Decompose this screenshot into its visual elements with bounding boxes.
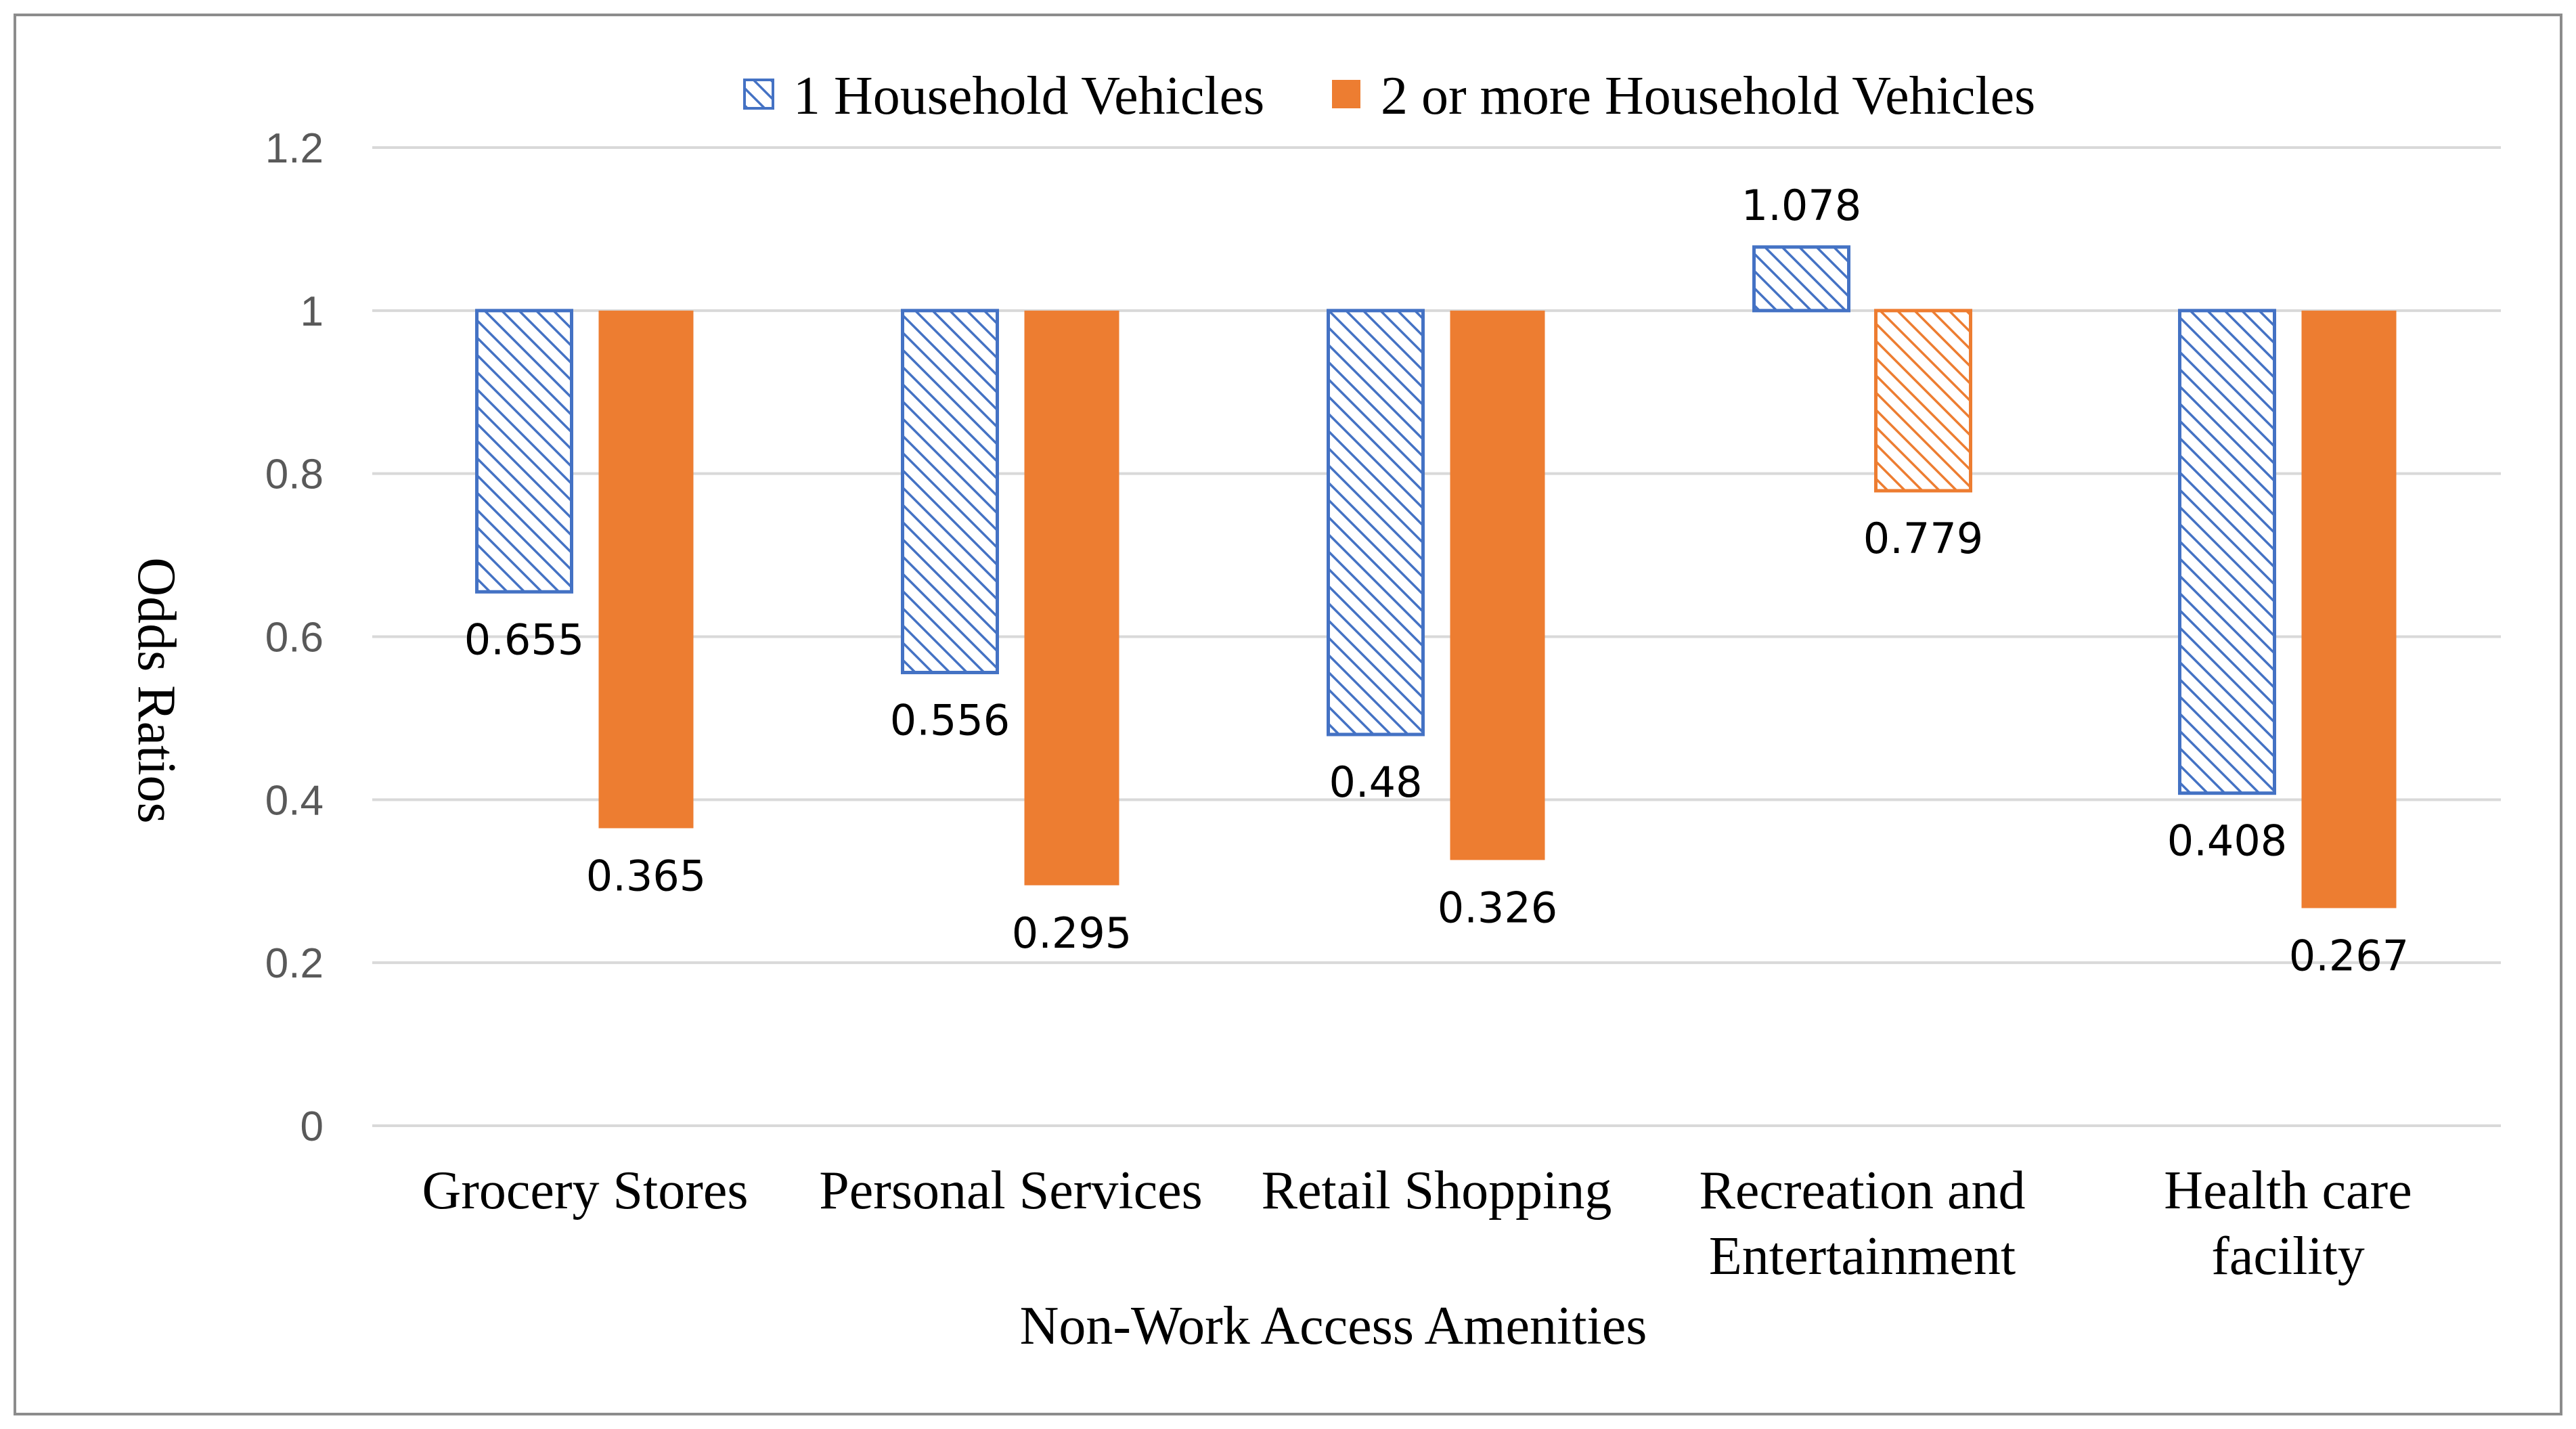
bar-series-1-cat-2	[901, 309, 999, 674]
bar-series-1-cat-3	[1327, 309, 1425, 737]
legend-label-series-2: 2 or more Household Vehicles	[1381, 66, 2035, 126]
bar-series-1-cat-5	[2178, 309, 2276, 795]
bar-series-2-cat-5	[2301, 310, 2397, 908]
y-tick-label: 1	[301, 288, 324, 335]
category-label-4: Entertainment	[1709, 1227, 2016, 1286]
bar-series-2-cat-2	[1024, 310, 1119, 885]
category-label-2: Personal Services	[819, 1161, 1203, 1221]
bars	[475, 245, 2397, 908]
data-label-series-2-cat-1: 0.365	[586, 851, 707, 900]
bar-series-1-cat-4	[1752, 245, 1850, 313]
y-tick-label: 1.2	[265, 125, 324, 172]
data-label-series-1-cat-4: 1.078	[1741, 181, 1862, 230]
legend-label-series-1: 1 Household Vehicles	[793, 66, 1264, 126]
gridlines	[372, 146, 2501, 1127]
category-label-5: Health care	[2164, 1161, 2412, 1221]
chart-frame	[14, 14, 2562, 1415]
x-axis-title: Non-Work Access Amenities	[1020, 1296, 1647, 1356]
bar-series-1-cat-1	[475, 309, 573, 594]
data-label-series-1-cat-5: 0.408	[2167, 816, 2288, 866]
bar-series-2-cat-3	[1450, 310, 1545, 860]
bar-series-2-cat-4	[1874, 309, 1972, 493]
data-label-series-1-cat-3: 0.48	[1329, 757, 1422, 807]
legend: 1 Household Vehicles 2 or more Household…	[743, 66, 2035, 126]
data-labels: 0.655 0.365 0.556 0.295 0.48 0.326 1.078 0.779 0…	[464, 181, 2410, 981]
data-label-series-1-cat-1: 0.655	[464, 615, 585, 664]
legend-swatch-series-1	[743, 79, 774, 110]
y-tick-label: 0.4	[265, 777, 324, 824]
y-tick-label: 0.8	[265, 452, 324, 498]
legend-swatch-series-2	[1332, 80, 1360, 108]
category-label-4: Recreation and	[1700, 1161, 2026, 1221]
category-label-3: Retail Shopping	[1262, 1161, 1612, 1221]
data-label-series-2-cat-5: 0.267	[2289, 931, 2410, 980]
category-label-5: facility	[2211, 1227, 2365, 1286]
y-axis-tick-labels: 0 0.2 0.4 0.6 0.8 1 1.2	[265, 125, 324, 1150]
y-tick-label: 0.6	[265, 615, 324, 661]
data-label-series-2-cat-4: 0.779	[1863, 514, 1984, 563]
y-tick-label: 0	[301, 1103, 324, 1150]
data-label-series-1-cat-2: 0.556	[890, 695, 1011, 745]
y-axis-title: Odds Ratios	[127, 557, 186, 823]
bar-series-2-cat-1	[598, 310, 694, 829]
data-label-series-2-cat-2: 0.295	[1012, 908, 1132, 958]
x-axis-category-labels: Grocery Stores Personal Services Retail Sh…	[422, 1161, 2412, 1286]
category-label-1: Grocery Stores	[422, 1161, 748, 1221]
data-label-series-2-cat-3: 0.326	[1438, 883, 1558, 932]
y-tick-label: 0.2	[265, 940, 324, 987]
